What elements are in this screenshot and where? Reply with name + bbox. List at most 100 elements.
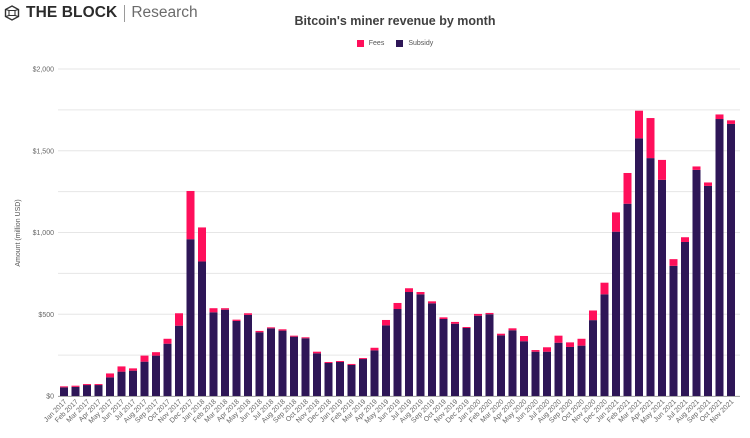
bar-fees[interactable]	[635, 110, 643, 139]
bar-subsidy[interactable]	[71, 386, 80, 396]
bar-fees[interactable]	[221, 308, 229, 310]
bar-subsidy[interactable]	[129, 370, 137, 396]
bar-fees[interactable]	[646, 118, 655, 159]
bar-subsidy[interactable]	[658, 179, 666, 396]
bar-fees[interactable]	[290, 335, 298, 337]
bar-subsidy[interactable]	[462, 327, 471, 396]
bar-fees[interactable]	[692, 166, 701, 170]
bar-fees[interactable]	[462, 327, 471, 328]
bar-fees[interactable]	[439, 317, 448, 319]
bar-fees[interactable]	[727, 120, 735, 124]
bar-fees[interactable]	[485, 312, 494, 315]
bar-fees[interactable]	[175, 313, 183, 326]
bar-fees[interactable]	[186, 190, 195, 240]
bar-fees[interactable]	[94, 384, 103, 386]
bar-fees[interactable]	[566, 342, 574, 347]
bar-subsidy[interactable]	[301, 338, 310, 396]
bar-fees[interactable]	[704, 182, 712, 186]
bar-subsidy[interactable]	[566, 346, 574, 396]
bar-subsidy[interactable]	[416, 294, 425, 396]
bar-fees[interactable]	[497, 333, 505, 336]
bar-subsidy[interactable]	[278, 330, 287, 396]
bar-subsidy[interactable]	[577, 345, 586, 396]
bar-subsidy[interactable]	[186, 239, 195, 396]
bar-subsidy[interactable]	[198, 261, 206, 396]
bar-subsidy[interactable]	[267, 328, 275, 396]
bar-fees[interactable]	[232, 319, 241, 321]
bar-fees[interactable]	[589, 310, 597, 321]
bar-subsidy[interactable]	[428, 303, 436, 396]
legend-item-subsidy[interactable]: Subsidy	[396, 40, 433, 47]
bar-fees[interactable]	[60, 386, 68, 388]
bar-subsidy[interactable]	[232, 320, 241, 396]
bar-fees[interactable]	[152, 352, 160, 356]
bar-subsidy[interactable]	[405, 292, 413, 396]
bar-subsidy[interactable]	[681, 241, 689, 396]
bar-subsidy[interactable]	[623, 203, 632, 396]
bar-fees[interactable]	[359, 358, 367, 360]
bar-fees[interactable]	[117, 366, 126, 372]
bar-subsidy[interactable]	[290, 336, 298, 396]
bar-subsidy[interactable]	[60, 387, 68, 396]
bar-fees[interactable]	[198, 227, 206, 262]
legend-item-fees[interactable]: Fees	[356, 40, 384, 47]
bar-subsidy[interactable]	[255, 332, 264, 396]
bar-fees[interactable]	[106, 373, 114, 378]
bar-subsidy[interactable]	[612, 231, 620, 396]
bar-fees[interactable]	[393, 302, 402, 310]
bar-subsidy[interactable]	[715, 119, 724, 396]
bar-subsidy[interactable]	[175, 325, 183, 396]
bar-subsidy[interactable]	[508, 330, 517, 396]
bar-fees[interactable]	[163, 338, 172, 344]
bar-subsidy[interactable]	[83, 385, 91, 396]
bar-subsidy[interactable]	[324, 362, 333, 396]
bar-fees[interactable]	[244, 313, 252, 315]
bar-fees[interactable]	[520, 335, 528, 342]
bar-subsidy[interactable]	[347, 364, 356, 396]
bar-subsidy[interactable]	[117, 371, 126, 396]
bar-fees[interactable]	[623, 172, 632, 204]
bar-subsidy[interactable]	[313, 353, 321, 396]
bar-subsidy[interactable]	[336, 361, 344, 396]
bar-fees[interactable]	[416, 292, 425, 295]
bar-subsidy[interactable]	[646, 158, 655, 396]
bar-fees[interactable]	[474, 313, 482, 316]
bar-fees[interactable]	[301, 337, 310, 339]
bar-fees[interactable]	[209, 308, 218, 313]
bar-subsidy[interactable]	[439, 318, 448, 396]
bar-fees[interactable]	[278, 329, 287, 331]
bar-subsidy[interactable]	[359, 359, 367, 396]
bar-subsidy[interactable]	[704, 185, 712, 396]
bar-subsidy[interactable]	[669, 265, 678, 396]
bar-subsidy[interactable]	[451, 323, 459, 396]
bar-fees[interactable]	[577, 338, 586, 346]
bar-subsidy[interactable]	[221, 309, 229, 396]
bar-fees[interactable]	[347, 363, 356, 365]
bar-fees[interactable]	[313, 351, 321, 354]
bar-fees[interactable]	[324, 361, 333, 363]
bar-fees[interactable]	[336, 361, 344, 362]
bar-fees[interactable]	[140, 355, 149, 362]
bar-fees[interactable]	[83, 384, 91, 386]
bar-subsidy[interactable]	[382, 325, 390, 396]
bar-fees[interactable]	[370, 347, 379, 351]
bar-fees[interactable]	[267, 327, 275, 329]
bar-subsidy[interactable]	[474, 315, 482, 396]
bar-fees[interactable]	[554, 335, 563, 343]
bar-subsidy[interactable]	[244, 314, 252, 396]
bar-fees[interactable]	[451, 321, 459, 324]
bar-fees[interactable]	[255, 330, 264, 333]
bar-fees[interactable]	[405, 288, 413, 293]
bar-fees[interactable]	[715, 114, 724, 120]
bar-subsidy[interactable]	[635, 138, 643, 396]
bar-subsidy[interactable]	[531, 351, 540, 396]
bar-fees[interactable]	[681, 237, 689, 242]
bar-subsidy[interactable]	[393, 309, 402, 396]
bar-subsidy[interactable]	[163, 343, 172, 396]
bar-fees[interactable]	[669, 259, 678, 266]
bar-fees[interactable]	[71, 385, 80, 387]
bar-fees[interactable]	[508, 328, 517, 331]
bar-fees[interactable]	[531, 350, 540, 352]
bar-fees[interactable]	[382, 319, 390, 326]
bar-subsidy[interactable]	[140, 361, 149, 396]
